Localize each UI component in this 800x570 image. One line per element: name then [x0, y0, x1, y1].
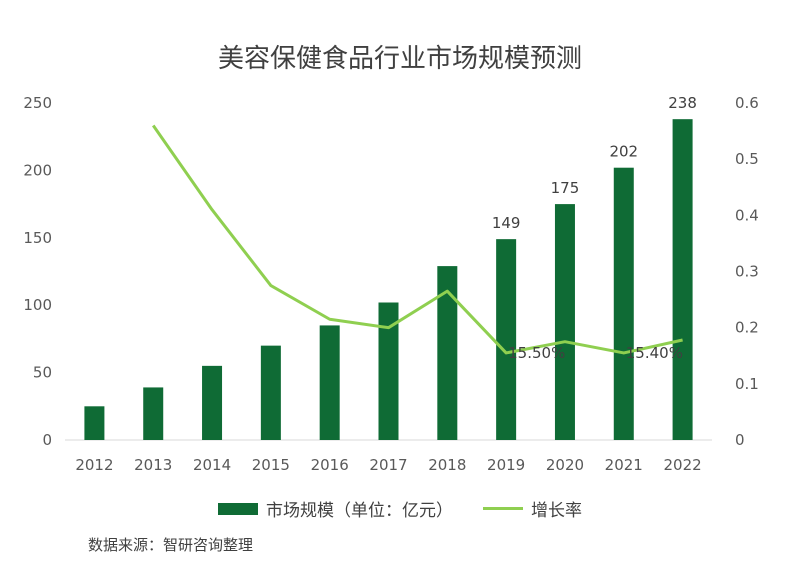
y-right-tick-label: 0.3: [735, 263, 759, 281]
line-data-label: 15.40%: [626, 344, 683, 362]
x-tick-label: 2020: [546, 456, 584, 474]
y-left-tick-label: 0: [42, 431, 52, 449]
x-tick-label: 2017: [369, 456, 407, 474]
y-right-tick-label: 0.4: [735, 206, 759, 224]
x-tick-label: 2022: [663, 456, 701, 474]
x-tick-label: 2016: [311, 456, 349, 474]
y-right-tick-label: 0: [735, 431, 745, 449]
bar: [613, 167, 634, 441]
bar-data-label: 238: [668, 94, 697, 112]
source-note: 数据来源：智研咨询整理: [88, 536, 254, 554]
y-left-tick-label: 100: [23, 296, 52, 314]
x-tick-label: 2021: [605, 456, 643, 474]
x-tick-label: 2012: [75, 456, 113, 474]
bar: [437, 266, 458, 440]
y-left-tick-label: 150: [23, 229, 52, 247]
bar: [319, 325, 340, 440]
growth-rate-line: [151, 124, 683, 355]
bar-data-label: 202: [609, 143, 638, 161]
y-right-tick-label: 0.5: [735, 150, 759, 168]
bar: [202, 365, 223, 440]
y-left-tick-label: 50: [33, 364, 52, 382]
y-right-tick-label: 0.1: [735, 375, 759, 393]
legend: 市场规模（单位：亿元） 增长率: [0, 496, 800, 521]
legend-label-market-size: 市场规模（单位：亿元）: [266, 501, 453, 521]
bar: [554, 204, 575, 440]
legend-label-growth-rate: 增长率: [531, 501, 582, 521]
chart-title: 美容保健食品行业市场规模预测: [217, 44, 582, 74]
y-right-tick-label: 0.6: [735, 94, 759, 112]
x-tick-label: 2013: [134, 456, 172, 474]
legend-swatch-bar: [218, 502, 258, 515]
bar: [496, 239, 517, 440]
legend-swatch-line: [483, 507, 523, 510]
bar: [84, 406, 105, 440]
legend-item-growth-rate: 增长率: [483, 496, 582, 521]
x-tick-label: 2015: [252, 456, 290, 474]
line-data-label: 15.50%: [508, 344, 565, 362]
x-tick-label: 2019: [487, 456, 525, 474]
y-right-tick-label: 0.2: [735, 319, 759, 337]
y-left-tick-label: 250: [23, 94, 52, 112]
legend-item-market-size: 市场规模（单位：亿元）: [218, 496, 453, 521]
bar-data-label: 175: [551, 179, 580, 197]
bar-data-label: 149: [492, 214, 521, 232]
bar: [260, 345, 281, 440]
y-left-tick-label: 200: [23, 161, 52, 179]
bar: [672, 119, 693, 441]
x-tick-label: 2014: [193, 456, 231, 474]
bar: [143, 387, 164, 440]
bar: [378, 302, 399, 440]
x-tick-label: 2018: [428, 456, 466, 474]
